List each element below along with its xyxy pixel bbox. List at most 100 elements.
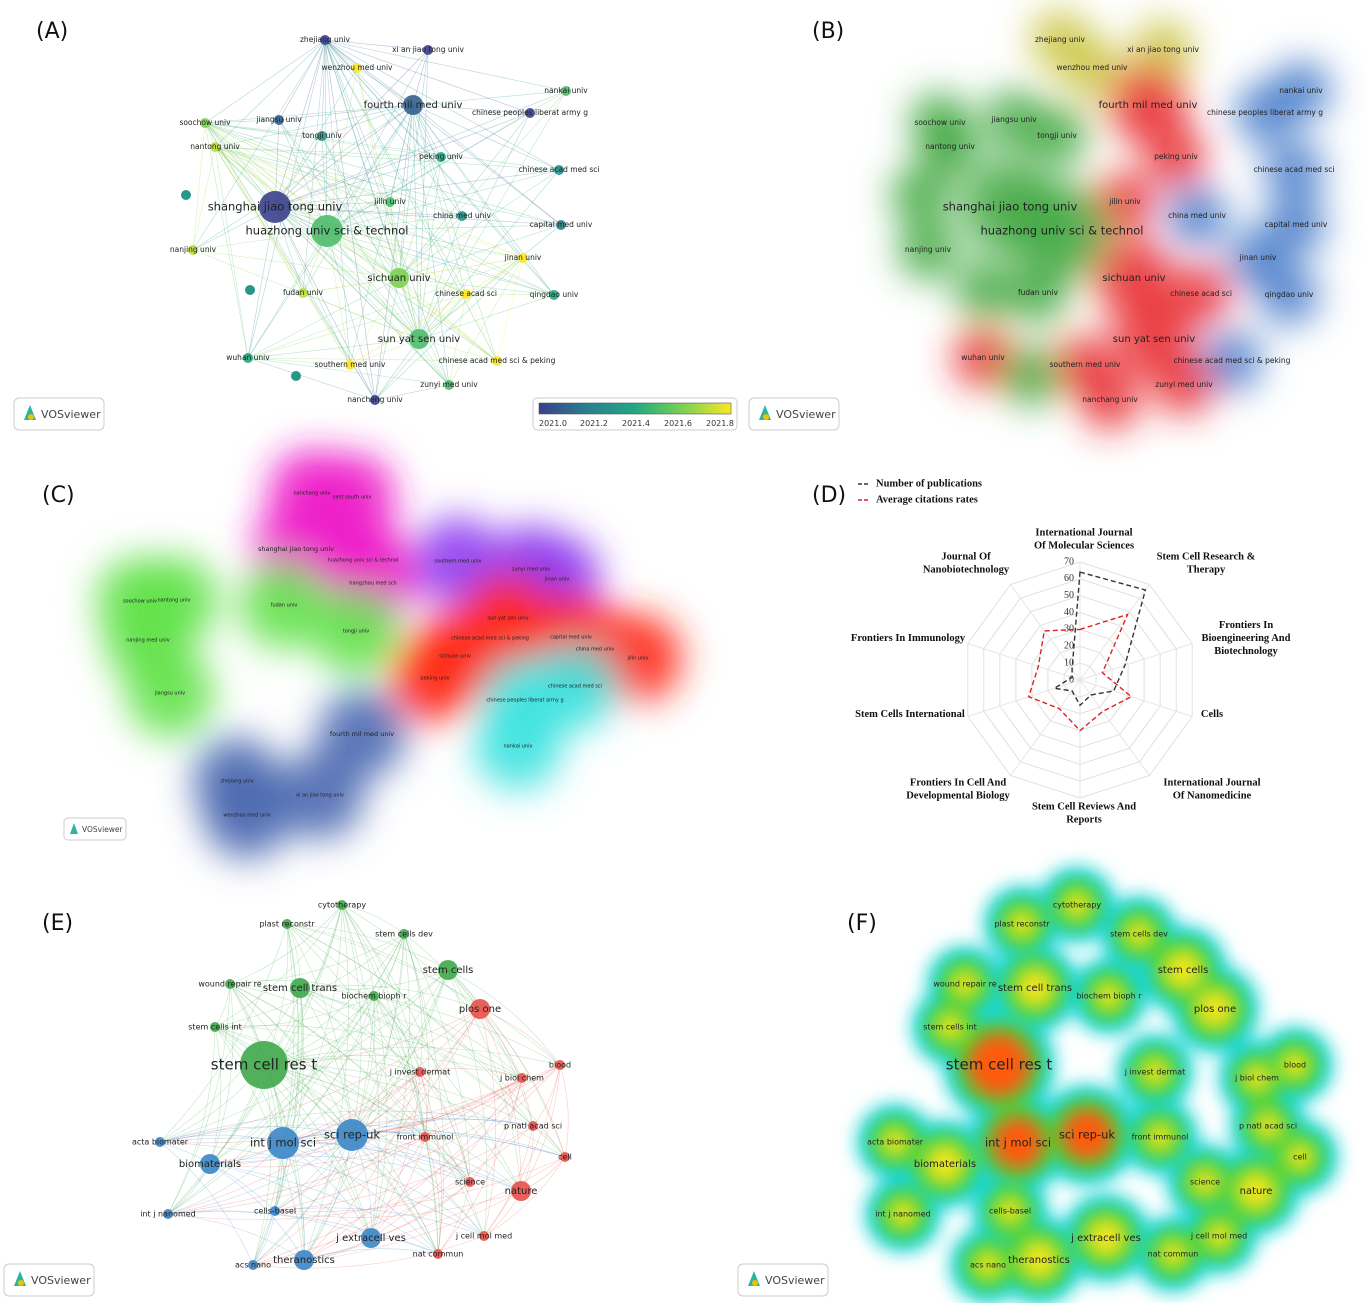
link-curve bbox=[252, 1190, 522, 1266]
node-circle[interactable] bbox=[370, 395, 380, 405]
node-circle[interactable] bbox=[517, 1073, 527, 1083]
node-circle[interactable] bbox=[320, 35, 330, 45]
node-circle[interactable] bbox=[438, 960, 458, 980]
node-circle[interactable] bbox=[560, 1152, 570, 1162]
node-circle[interactable] bbox=[528, 1121, 538, 1131]
link-curve bbox=[286, 923, 566, 1158]
node-circle[interactable] bbox=[317, 131, 327, 141]
node-circle[interactable] bbox=[267, 1127, 299, 1159]
node-circle[interactable] bbox=[291, 371, 301, 381]
node-circle[interactable] bbox=[423, 45, 433, 55]
node-circle[interactable] bbox=[298, 288, 308, 298]
node-circle[interactable] bbox=[385, 197, 395, 207]
node-circle[interactable] bbox=[554, 165, 564, 175]
node-circle[interactable] bbox=[479, 1231, 489, 1241]
node-circle[interactable] bbox=[561, 86, 571, 96]
node-label: soochow univ bbox=[914, 118, 966, 127]
link-line bbox=[465, 257, 524, 295]
link-curve bbox=[282, 1142, 522, 1192]
node-circle[interactable] bbox=[294, 1250, 314, 1270]
node-circle[interactable] bbox=[361, 1228, 381, 1248]
link-curve bbox=[447, 969, 488, 1237]
vosviewer-badge-a[interactable]: VOSviewer bbox=[13, 397, 105, 431]
node-label: nankai univ bbox=[1279, 86, 1323, 95]
link-line bbox=[349, 104, 414, 366]
node-circle[interactable] bbox=[188, 245, 198, 255]
node-circle[interactable] bbox=[311, 215, 343, 247]
link-curve bbox=[214, 1026, 421, 1073]
node-circle[interactable] bbox=[274, 115, 284, 125]
vosviewer-badge-e[interactable]: VOSviewer bbox=[3, 1263, 95, 1297]
link-line bbox=[214, 146, 376, 401]
node-circle[interactable] bbox=[470, 999, 490, 1019]
node-circle[interactable] bbox=[555, 1060, 565, 1070]
node-circle[interactable] bbox=[200, 1154, 220, 1174]
vosviewer-badge-b[interactable]: VOSviewer bbox=[748, 397, 840, 431]
link-curve bbox=[159, 987, 301, 1143]
density-blob bbox=[891, 165, 951, 225]
link-curve bbox=[252, 1134, 353, 1266]
node-circle[interactable] bbox=[525, 108, 535, 118]
node-circle[interactable] bbox=[259, 191, 291, 223]
node-label: jinan univ bbox=[1239, 253, 1277, 262]
node-circle[interactable] bbox=[433, 1249, 443, 1259]
node-circle[interactable] bbox=[369, 991, 379, 1001]
node-label: nat commun bbox=[413, 1250, 464, 1259]
vosviewer-badge-c[interactable]: VOSviewer bbox=[63, 817, 127, 841]
node-circle[interactable] bbox=[210, 142, 220, 152]
node-circle[interactable] bbox=[420, 1132, 430, 1142]
node-circle[interactable] bbox=[403, 95, 423, 115]
node-circle[interactable] bbox=[240, 1041, 288, 1089]
node-circle[interactable] bbox=[248, 1260, 258, 1270]
link-curve bbox=[286, 923, 353, 1136]
node-label: nantong univ bbox=[157, 598, 190, 604]
node-circle[interactable] bbox=[511, 1181, 531, 1201]
node-circle[interactable] bbox=[200, 118, 210, 128]
node-circle[interactable] bbox=[336, 1119, 368, 1151]
vosviewer-badge-f[interactable]: VOSviewer bbox=[737, 1263, 829, 1297]
link-curve bbox=[214, 1024, 523, 1079]
node-circle[interactable] bbox=[337, 900, 347, 910]
node-circle[interactable] bbox=[181, 190, 191, 200]
node-label: j invest dermat bbox=[1124, 1068, 1186, 1077]
link-curve bbox=[263, 1046, 561, 1066]
node-circle[interactable] bbox=[352, 63, 362, 73]
node-circle[interactable] bbox=[245, 285, 255, 295]
node-circle[interactable] bbox=[465, 1177, 475, 1187]
link-line bbox=[274, 169, 560, 208]
node-circle[interactable] bbox=[225, 979, 235, 989]
legend-label: Number of publications bbox=[876, 478, 982, 489]
link-line bbox=[204, 122, 524, 259]
node-circle[interactable] bbox=[399, 929, 409, 939]
node-circle[interactable] bbox=[457, 211, 467, 221]
node-circle[interactable] bbox=[409, 329, 429, 349]
node-circle[interactable] bbox=[163, 1209, 173, 1219]
node-circle[interactable] bbox=[155, 1137, 165, 1147]
node-circle[interactable] bbox=[415, 1067, 425, 1077]
node-circle[interactable] bbox=[243, 353, 253, 363]
link-line bbox=[448, 293, 467, 386]
link-line bbox=[326, 230, 351, 366]
node-label: int j nanomed bbox=[140, 1210, 195, 1219]
node-circle[interactable] bbox=[461, 289, 471, 299]
node-circle[interactable] bbox=[345, 360, 355, 370]
node-circle[interactable] bbox=[270, 1206, 280, 1216]
node-circle[interactable] bbox=[389, 268, 409, 288]
node-circle[interactable] bbox=[549, 290, 559, 300]
link-line bbox=[324, 39, 351, 366]
node-circle[interactable] bbox=[210, 1022, 220, 1032]
node-circle[interactable] bbox=[282, 919, 292, 929]
link-curve bbox=[351, 933, 405, 1136]
node-label: southern med univ bbox=[434, 559, 481, 565]
node-circle[interactable] bbox=[492, 356, 502, 366]
link-line bbox=[418, 90, 567, 340]
link-curve bbox=[303, 933, 405, 1261]
node-circle[interactable] bbox=[436, 152, 446, 162]
density-blob bbox=[414, 517, 502, 605]
node-circle[interactable] bbox=[290, 978, 310, 998]
node-circle[interactable] bbox=[556, 220, 566, 230]
node-circle[interactable] bbox=[444, 380, 454, 390]
node-circle[interactable] bbox=[518, 253, 528, 263]
link-curve bbox=[351, 1118, 534, 1136]
